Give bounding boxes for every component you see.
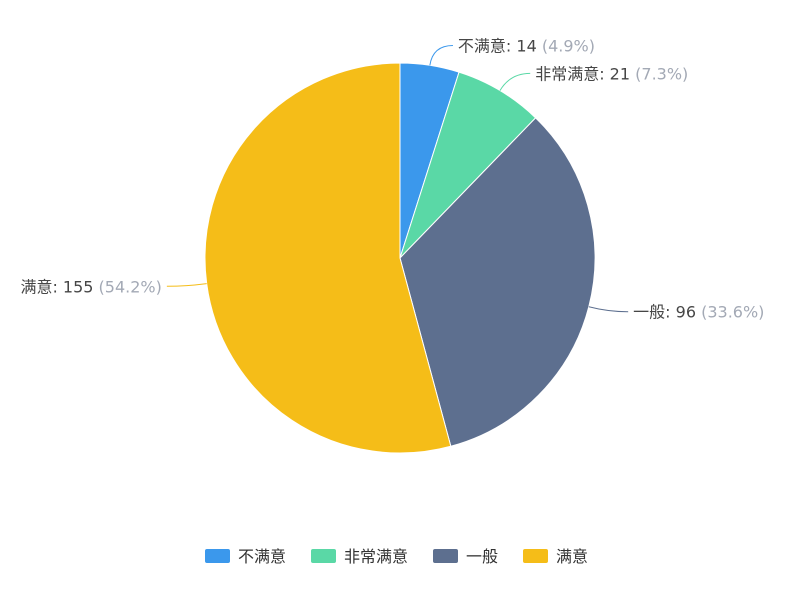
slice-label-percent: (33.6%) xyxy=(701,303,764,322)
slice-label-percent: (4.9%) xyxy=(542,37,595,56)
legend-label-0[interactable]: 不满意 xyxy=(238,547,286,566)
pie-slice-2[interactable] xyxy=(399,117,596,447)
label-line-1 xyxy=(499,72,531,91)
legend-label-1[interactable]: 非常满意 xyxy=(344,547,408,566)
pie-slices xyxy=(204,62,596,454)
slice-label-percent: (54.2%) xyxy=(99,277,162,296)
legend: 不满意 非常满意 一般 满意 xyxy=(205,547,588,566)
label-line-2 xyxy=(588,306,629,313)
slice-label-1: 非常满意: 21 (7.3%) xyxy=(535,64,688,83)
pie-slice-3[interactable] xyxy=(204,62,452,454)
legend-swatch-0[interactable] xyxy=(205,549,230,563)
legend-swatch-3[interactable] xyxy=(523,549,548,563)
slice-label-value: 非常满意: 21 xyxy=(535,64,635,83)
label-line-3 xyxy=(166,283,207,287)
slice-label-0: 不满意: 14 (4.9%) xyxy=(458,37,595,56)
slice-label-value: 一般: 96 xyxy=(633,303,701,322)
slice-label-percent: (7.3%) xyxy=(635,64,688,83)
slice-label-value: 满意: 155 xyxy=(20,277,98,296)
legend-label-2[interactable]: 一般 xyxy=(466,547,498,566)
legend-swatch-1[interactable] xyxy=(311,549,336,563)
slice-label-value: 不满意: 14 xyxy=(458,37,542,56)
legend-label-3[interactable]: 满意 xyxy=(556,547,588,566)
label-line-0 xyxy=(429,45,453,66)
slice-label-2: 一般: 96 (33.6%) xyxy=(633,303,764,322)
legend-swatch-2[interactable] xyxy=(433,549,458,563)
slice-labels: 不满意: 14 (4.9%) 非常满意: 21 (7.3%) 一般: 96 (33.… xyxy=(20,37,764,322)
slice-label-3: 满意: 155 (54.2%) xyxy=(20,277,161,296)
